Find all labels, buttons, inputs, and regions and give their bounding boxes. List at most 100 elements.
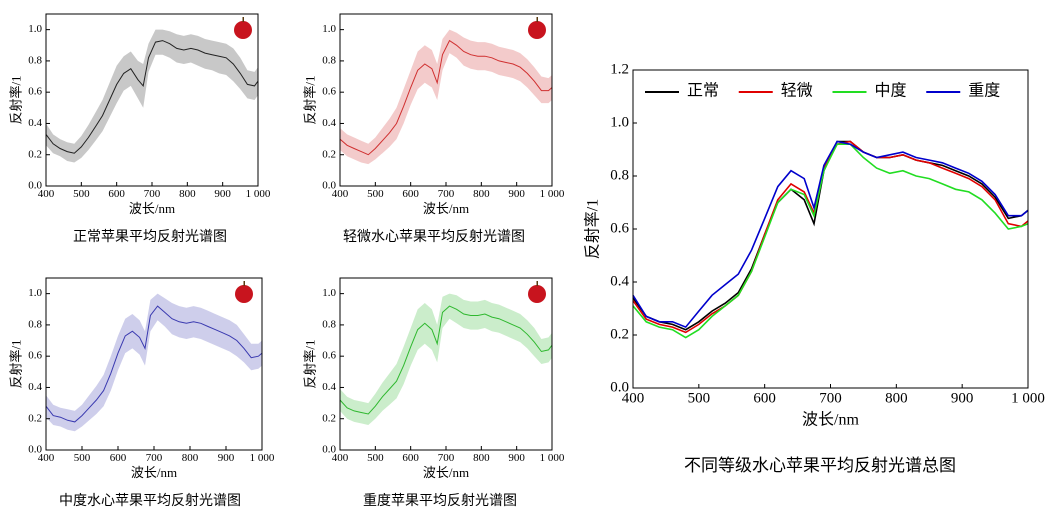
y-axis-label: 反射率/1 (584, 199, 602, 259)
x-tick-label: 700 (819, 391, 842, 407)
x-tick-label: 1 000 (1011, 391, 1045, 407)
y-tick-label: 0.6 (322, 86, 336, 98)
caption: 不同等级水心苹果平均反射光谱总图 (684, 456, 956, 475)
y-tick-label: 0.0 (610, 379, 629, 395)
error-band (340, 29, 552, 165)
y-tick-label: 0.4 (28, 117, 42, 129)
y-tick-label: 0.0 (28, 180, 42, 192)
series-line (632, 140, 1029, 334)
y-axis-label: 反射率/1 (302, 339, 317, 388)
y-tick-label: 1.2 (610, 61, 629, 77)
series-line (45, 40, 259, 154)
apple-icon (528, 17, 546, 39)
error-band (340, 293, 552, 425)
y-tick-label: 1.0 (28, 287, 42, 299)
x-tick-label: 600 (402, 188, 419, 200)
x-tick-label: 500 (73, 188, 90, 200)
y-tick-label: 0.8 (28, 54, 42, 66)
x-tick-label: 400 (332, 452, 349, 464)
x-tick-label: 500 (367, 452, 384, 464)
legend-label: 轻微 (781, 82, 813, 100)
y-axis-label: 反射率/1 (302, 75, 317, 124)
series-line (632, 140, 1029, 331)
y-tick-label: 0.2 (322, 412, 336, 424)
x-tick-label: 400 (38, 188, 55, 200)
y-tick-label: 0.4 (322, 117, 336, 129)
x-tick-label: 1 000 (540, 452, 565, 464)
series-line (632, 140, 1029, 329)
plot-frame (632, 69, 1029, 389)
x-tick-label: 800 (179, 188, 196, 200)
x-tick-label: 700 (146, 452, 163, 464)
y-tick-label: 1.0 (322, 287, 336, 299)
x-tick-label: 500 (367, 188, 384, 200)
x-axis-label: 波长/nm (131, 465, 177, 480)
x-tick-label: 900 (218, 452, 235, 464)
apple-icon (235, 281, 253, 303)
x-tick-label: 600 (108, 188, 125, 200)
y-tick-label: 0.2 (28, 148, 42, 160)
x-tick-label: 900 (508, 452, 525, 464)
y-tick-label: 0.6 (28, 350, 42, 362)
y-tick-label: 0.4 (322, 381, 336, 393)
y-tick-label: 0.8 (322, 318, 336, 330)
x-axis-label: 波长/nm (423, 201, 469, 216)
y-tick-label: 0.4 (610, 273, 629, 289)
y-tick-label: 0.2 (28, 412, 42, 424)
y-tick-label: 0.6 (322, 350, 336, 362)
y-tick-label: 0.2 (610, 326, 629, 342)
error-band (46, 29, 258, 163)
x-tick-label: 800 (885, 391, 908, 407)
series-line (45, 305, 263, 423)
y-tick-label: 0.6 (610, 220, 629, 236)
legend-label: 重度 (968, 82, 1000, 100)
x-tick-label: 1 000 (540, 188, 565, 200)
caption: 轻微水心苹果平均反射光谱图 (343, 229, 525, 245)
x-axis-label: 波长/nm (129, 201, 175, 216)
x-tick-label: 600 (753, 391, 776, 407)
y-tick-label: 0.0 (322, 444, 336, 456)
series-line (632, 143, 1029, 339)
y-tick-label: 0.8 (28, 318, 42, 330)
legend-label: 中度 (875, 82, 907, 100)
x-tick-label: 400 (38, 452, 55, 464)
y-axis-label: 反射率/1 (8, 75, 23, 124)
x-tick-label: 800 (473, 452, 490, 464)
x-tick-label: 700 (144, 188, 161, 200)
y-tick-label: 0.2 (322, 148, 336, 160)
legend-label: 正常 (687, 82, 719, 100)
x-tick-label: 500 (688, 391, 711, 407)
x-tick-label: 400 (622, 391, 645, 407)
caption: 重度苹果平均反射光谱图 (363, 493, 517, 509)
x-tick-label: 800 (182, 452, 199, 464)
error-band (46, 293, 262, 432)
caption: 中度水心苹果平均反射光谱图 (59, 493, 241, 509)
y-tick-label: 0.0 (322, 180, 336, 192)
apple-icon (234, 17, 252, 39)
apple-icon (528, 281, 546, 303)
series-line (339, 305, 553, 415)
y-tick-label: 1.0 (322, 23, 336, 35)
caption: 正常苹果平均反射光谱图 (73, 229, 227, 245)
y-tick-label: 0.0 (28, 444, 42, 456)
x-tick-label: 700 (438, 452, 455, 464)
y-tick-label: 0.4 (28, 381, 42, 393)
x-tick-label: 500 (74, 452, 91, 464)
x-tick-label: 400 (332, 188, 349, 200)
y-axis-label: 反射率/1 (8, 339, 23, 388)
y-tick-label: 1.0 (610, 114, 629, 130)
y-tick-label: 0.8 (322, 54, 336, 66)
x-tick-label: 900 (951, 391, 974, 407)
y-tick-label: 1.0 (28, 23, 42, 35)
y-tick-label: 0.6 (28, 86, 42, 98)
x-tick-label: 800 (473, 188, 490, 200)
x-tick-label: 600 (402, 452, 419, 464)
x-axis-label: 波长/nm (423, 465, 469, 480)
x-tick-label: 1 000 (250, 452, 275, 464)
x-tick-label: 900 (214, 188, 231, 200)
y-tick-label: 0.8 (610, 167, 629, 183)
x-tick-label: 900 (508, 188, 525, 200)
series-line (339, 39, 553, 156)
x-tick-label: 700 (438, 188, 455, 200)
